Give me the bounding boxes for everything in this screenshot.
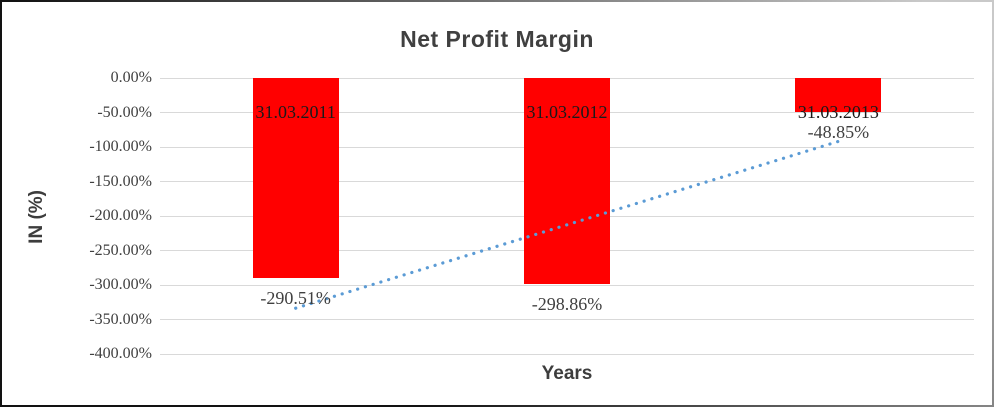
chart-title: Net Profit Margin [400, 26, 594, 52]
gridline [160, 284, 974, 286]
bar-value-label: -298.86% [531, 294, 603, 315]
plot-area: 31.03.2011 -290.51% 31.03.2012 -298.86% 31.0… [160, 77, 974, 355]
bar-category-label: 31.03.2011 [255, 102, 336, 122]
bar-category-label: 31.03.2013 [797, 102, 879, 122]
trendline-svg [294, 139, 840, 310]
y-axis-tick-label: -50.00% [97, 103, 152, 121]
trendline [294, 139, 840, 310]
gridline [160, 353, 974, 355]
y-axis-tick-label: 0.00% [110, 69, 152, 86]
bar-value-label: -290.51% [260, 288, 331, 309]
y-axis-tick-label: -350.00% [89, 310, 152, 328]
y-axis-tick-label: -100.00% [89, 138, 152, 155]
bar [795, 78, 882, 112]
bar-value-label: -48.85% [807, 121, 870, 142]
gridline [160, 319, 974, 320]
bar [252, 78, 339, 279]
bar [524, 78, 610, 285]
y-axis-tick-label: -200.00% [89, 207, 152, 224]
bar-category-label: 31.03.2012 [526, 102, 608, 122]
x-axis-title: Years [541, 363, 593, 384]
y-axis-tick-label: -150.00% [89, 172, 152, 190]
y-axis-tick-label: -250.00% [89, 241, 152, 259]
y-axis-tick-label: -400.00% [89, 345, 152, 362]
y-axis-tick-label: -300.00% [89, 276, 152, 293]
